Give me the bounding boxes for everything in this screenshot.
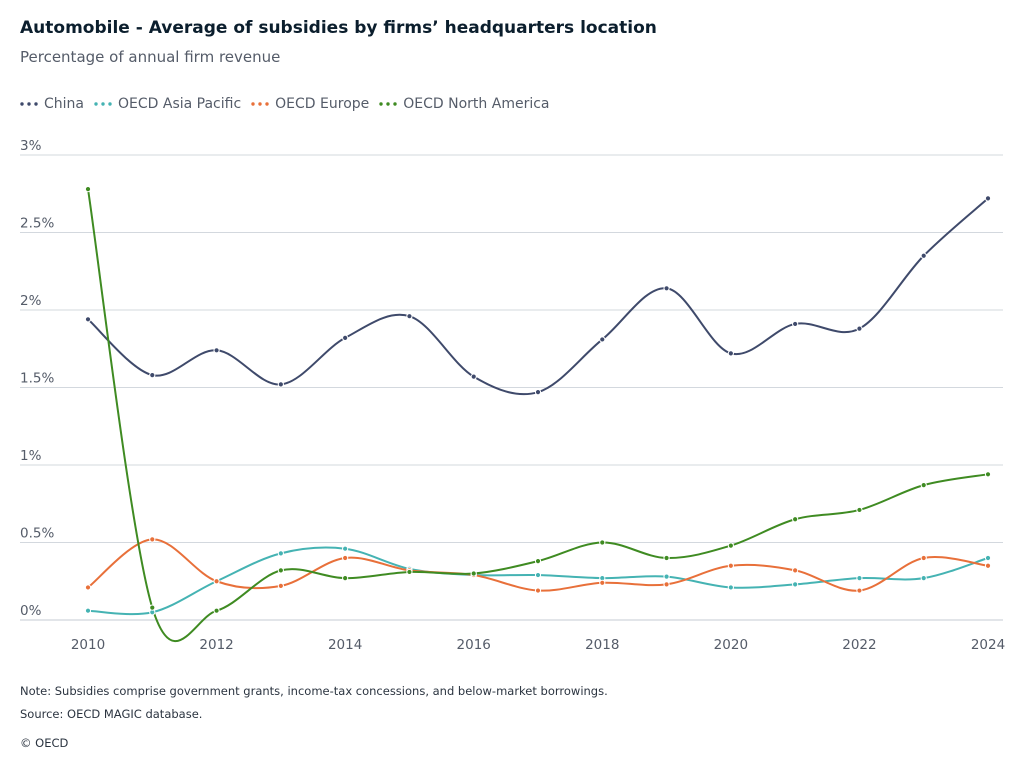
series-line-oecd-asia-pacific xyxy=(87,546,989,616)
x-tick-label: 2010 xyxy=(71,637,105,653)
data-point-oecd-asia-pacific xyxy=(663,573,670,580)
data-point-oecd-asia-pacific xyxy=(277,550,284,557)
data-point-oecd-north-america xyxy=(213,607,220,614)
data-point-oecd-north-america xyxy=(599,539,606,546)
data-point-china xyxy=(277,381,284,388)
data-point-china xyxy=(342,334,349,341)
x-tick-label: 2016 xyxy=(457,637,491,653)
data-point-china xyxy=(84,316,92,323)
y-tick-label: 0% xyxy=(20,603,42,619)
data-point-china xyxy=(406,313,413,320)
data-point-oecd-north-america xyxy=(470,570,477,577)
legend-item-oecd-north-america[interactable]: OECD North America xyxy=(379,96,550,112)
data-point-oecd-asia-pacific xyxy=(727,584,734,591)
legend-label: OECD North America xyxy=(403,96,550,112)
y-tick-label: 2% xyxy=(20,293,42,309)
y-tick-label: 1.5% xyxy=(20,371,54,387)
y-axis-ticks: 0% 0.5% 1% 1.5% 2% 2.5% 3% xyxy=(20,138,54,619)
data-point-oecd-north-america xyxy=(856,506,863,514)
series-points xyxy=(84,186,992,616)
series-line-oecd-north-america xyxy=(87,188,989,643)
data-point-oecd-europe xyxy=(149,536,156,543)
line-chart: 0%0.5%1%1.5%2%2.5%3% 2010 2012 2014 2016 201… xyxy=(20,138,1005,653)
x-tick-label: 2020 xyxy=(714,637,748,653)
grid-lines xyxy=(20,154,1003,621)
legend-label: OECD Asia Pacific xyxy=(118,96,242,112)
legend-label: China xyxy=(44,96,84,112)
data-point-oecd-north-america xyxy=(920,482,927,489)
data-point-oecd-europe xyxy=(984,562,992,569)
data-point-oecd-north-america xyxy=(84,186,92,193)
data-point-oecd-north-america xyxy=(149,604,156,611)
data-point-china xyxy=(534,389,542,396)
x-tick-label: 2012 xyxy=(199,637,233,653)
y-tick-label: 3% xyxy=(20,138,42,154)
x-tick-label: 2018 xyxy=(585,637,619,653)
x-axis-ticks: 2010 2012 2014 2016 2018 2020 2022 2024 xyxy=(71,637,1005,653)
data-point-oecd-asia-pacific xyxy=(84,607,92,614)
chart-source: Source: OECD MAGIC database. xyxy=(20,707,203,721)
data-point-oecd-north-america xyxy=(727,542,734,549)
chart-note: Note: Subsidies comprise government gran… xyxy=(20,684,608,698)
series-line-oecd-europe xyxy=(87,538,989,592)
copyright: © OECD xyxy=(20,736,69,750)
data-point-oecd-north-america xyxy=(984,471,992,478)
series-line-china xyxy=(87,197,989,396)
chart-subtitle: Percentage of annual firm revenue xyxy=(20,48,281,66)
x-tick-label: 2024 xyxy=(971,637,1005,653)
data-point-oecd-north-america xyxy=(342,575,349,582)
legend: China OECD Asia Pacific OECD Europe OECD No… xyxy=(20,96,550,112)
data-point-oecd-europe xyxy=(84,584,92,591)
data-point-oecd-europe xyxy=(213,578,220,585)
data-point-china xyxy=(727,350,734,357)
data-point-china xyxy=(149,372,156,379)
y-tick-label: 0.5% xyxy=(20,526,54,542)
data-point-china xyxy=(663,285,670,292)
data-point-oecd-asia-pacific xyxy=(984,554,992,562)
x-tick-label: 2022 xyxy=(842,637,876,653)
data-point-oecd-europe xyxy=(277,582,284,589)
data-point-oecd-europe xyxy=(342,554,349,562)
data-point-china xyxy=(599,336,606,343)
legend-swatch-icon xyxy=(251,102,269,106)
data-point-oecd-north-america xyxy=(406,568,413,576)
data-point-oecd-north-america xyxy=(534,558,542,565)
data-point-oecd-asia-pacific xyxy=(920,575,927,582)
legend-swatch-icon xyxy=(379,102,397,106)
data-point-oecd-europe xyxy=(599,579,606,586)
data-point-oecd-north-america xyxy=(792,516,799,523)
y-tick-label: 1% xyxy=(20,448,42,464)
y-tick-label: 2.5% xyxy=(20,216,54,232)
data-point-oecd-europe xyxy=(920,554,927,562)
legend-label: OECD Europe xyxy=(275,96,370,112)
data-point-oecd-europe xyxy=(792,567,799,574)
data-point-oecd-europe xyxy=(856,587,863,594)
data-point-oecd-europe xyxy=(727,562,734,569)
data-point-oecd-asia-pacific xyxy=(856,575,863,582)
data-point-china xyxy=(792,320,799,328)
legend-item-oecd-europe[interactable]: OECD Europe xyxy=(251,96,369,112)
data-point-china xyxy=(856,325,863,332)
legend-swatch-icon xyxy=(94,102,112,106)
x-tick-label: 2014 xyxy=(328,637,362,653)
data-point-oecd-europe xyxy=(663,581,670,588)
data-point-oecd-asia-pacific xyxy=(342,545,349,552)
legend-swatch-icon xyxy=(20,102,38,106)
data-point-oecd-asia-pacific xyxy=(534,571,542,579)
data-point-china xyxy=(213,347,220,354)
data-point-oecd-asia-pacific xyxy=(792,581,799,588)
data-point-china xyxy=(920,252,927,259)
data-point-oecd-north-america xyxy=(663,554,670,562)
legend-item-china[interactable]: China xyxy=(20,96,84,112)
chart-title: Automobile - Average of subsidies by fir… xyxy=(20,18,657,38)
data-point-oecd-north-america xyxy=(277,567,284,574)
legend-item-oecd-asia-pacific[interactable]: OECD Asia Pacific xyxy=(94,96,241,112)
data-point-china xyxy=(984,195,992,202)
data-point-china xyxy=(470,373,477,380)
data-point-oecd-europe xyxy=(534,587,542,594)
